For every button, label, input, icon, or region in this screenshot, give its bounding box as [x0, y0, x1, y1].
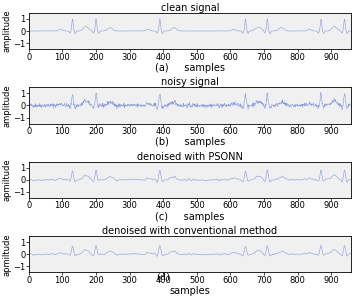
- Y-axis label: amplitude: amplitude: [3, 84, 12, 127]
- X-axis label: samples: samples: [170, 286, 210, 296]
- Y-axis label: apmiltude: apmiltude: [3, 158, 12, 201]
- Y-axis label: apmiltude: apmiltude: [3, 233, 12, 275]
- Title: denoised with conventional method: denoised with conventional method: [103, 226, 278, 236]
- Y-axis label: amplitude: amplitude: [3, 10, 12, 52]
- Text: (d): (d): [156, 272, 170, 281]
- X-axis label: (a)     samples: (a) samples: [155, 63, 225, 73]
- X-axis label: (b)     samples: (b) samples: [155, 138, 225, 147]
- X-axis label: (c)     samples: (c) samples: [155, 212, 225, 222]
- Title: denoised with PSONN: denoised with PSONN: [137, 152, 243, 161]
- Title: clean signal: clean signal: [161, 3, 219, 13]
- Title: noisy signal: noisy signal: [161, 77, 219, 87]
